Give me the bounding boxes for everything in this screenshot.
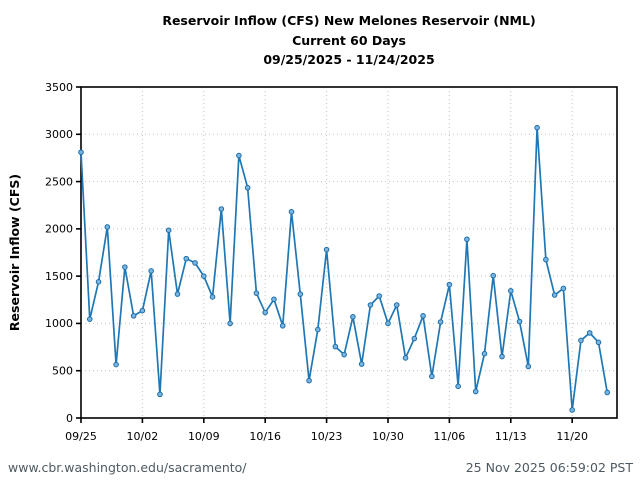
- data-point: [367, 302, 374, 308]
- data-point: [472, 388, 479, 395]
- plot-frame: [80, 86, 618, 419]
- data-point: [279, 322, 286, 329]
- data-point: [200, 273, 207, 279]
- y-tick-label: 1000: [45, 317, 73, 330]
- x-tick-label: 11/20: [556, 430, 588, 443]
- data-point: [402, 355, 409, 361]
- data-point: [192, 260, 198, 266]
- data-point: [341, 351, 347, 358]
- data-point: [323, 246, 330, 253]
- data-point: [490, 272, 497, 279]
- data-point: [253, 290, 260, 296]
- data-point: [297, 291, 304, 297]
- data-point: [95, 279, 102, 285]
- data-point: [104, 224, 111, 230]
- data-point: [578, 337, 584, 344]
- data-point: [376, 293, 383, 299]
- axis-ticks: [76, 86, 573, 423]
- data-point: [551, 292, 558, 298]
- y-tick-label: 3000: [45, 128, 73, 141]
- footer-timestamp: 25 Nov 2025 06:59:02 PST: [465, 459, 633, 475]
- data-point: [315, 326, 321, 333]
- data-point: [499, 353, 505, 360]
- data-point: [411, 335, 418, 342]
- data-point: [464, 236, 470, 243]
- y-axis-label: Reservoir Inflow (CFS): [7, 174, 22, 331]
- data-point: [244, 184, 251, 191]
- data-point: [139, 307, 146, 314]
- data-point: [306, 377, 312, 384]
- x-tick-label: 10/09: [188, 430, 220, 443]
- x-tick-label: 10/16: [249, 430, 281, 443]
- x-tick-label: 09/25: [65, 430, 97, 443]
- y-tick-label: 500: [52, 365, 73, 378]
- axis-frame: [80, 86, 618, 419]
- data-point: [262, 309, 268, 316]
- chart-title-line2: Current 60 Days: [292, 32, 406, 48]
- data-point: [113, 361, 119, 368]
- data-point: [595, 339, 602, 346]
- data-point: [218, 206, 225, 212]
- chart-title: Reservoir Inflow (CFS) New Melones Reser…: [81, 11, 617, 70]
- data-point: [429, 373, 435, 380]
- x-tick-label: 10/02: [127, 430, 159, 443]
- data-point: [227, 320, 233, 327]
- chart-title-line1: Reservoir Inflow (CFS) New Melones Reser…: [162, 13, 536, 28]
- data-point: [385, 320, 391, 327]
- data-point: [209, 294, 216, 300]
- data-point: [236, 152, 242, 159]
- data-point: [393, 302, 400, 308]
- x-tick-label: 11/06: [434, 430, 466, 443]
- data-point: [78, 149, 84, 156]
- footer: www.cbr.washington.edu/sacramento/ 25 No…: [0, 448, 640, 480]
- data-point: [157, 391, 163, 398]
- footer-url: www.cbr.washington.edu/sacramento/: [8, 459, 247, 475]
- data-point: [271, 296, 277, 303]
- y-tick-label: 0: [66, 412, 73, 425]
- data-point: [507, 288, 514, 294]
- data-point: [420, 313, 426, 319]
- inflow-line-chart: 0 500 1000 1500 2000 2500 3000 3500 09/25 10/02 1…: [7, 81, 618, 443]
- data-point: [350, 314, 356, 320]
- data-point: [446, 281, 453, 288]
- x-tick-label: 11/13: [495, 430, 527, 443]
- data-point: [437, 319, 444, 325]
- x-tick-labels: 09/25 10/02 10/09 10/16 10/23 10/30 11/06 11/13…: [65, 430, 588, 443]
- y-tick-label: 3500: [45, 81, 73, 94]
- data-point: [534, 124, 540, 131]
- x-tick-label: 10/23: [311, 430, 343, 443]
- data-point: [569, 407, 575, 413]
- data-point: [148, 268, 154, 274]
- data-point: [516, 318, 523, 325]
- data-point: [604, 389, 611, 396]
- y-tick-label: 1500: [45, 270, 73, 283]
- data-point: [543, 256, 549, 263]
- y-tick-labels: 0 500 1000 1500 2000 2500 3000 3500: [45, 81, 73, 425]
- data-point: [481, 350, 488, 357]
- gridlines: [81, 87, 617, 418]
- data-point: [174, 291, 181, 297]
- data-point: [358, 361, 365, 367]
- data-point: [165, 227, 172, 234]
- x-tick-label: 10/30: [372, 430, 404, 443]
- data-point: [183, 255, 190, 262]
- data-point: [130, 313, 137, 319]
- data-point: [525, 363, 532, 370]
- data-point: [560, 285, 567, 292]
- data-point: [455, 383, 461, 390]
- data-point: [586, 330, 593, 336]
- data-series: [78, 124, 611, 413]
- y-tick-label: 2000: [45, 223, 73, 236]
- data-point: [332, 343, 339, 350]
- chart-title-line3: 09/25/2025 - 11/24/2025: [263, 52, 435, 67]
- data-point: [288, 209, 295, 215]
- data-point: [122, 264, 128, 270]
- y-tick-label: 2500: [45, 175, 73, 188]
- data-point: [86, 316, 93, 322]
